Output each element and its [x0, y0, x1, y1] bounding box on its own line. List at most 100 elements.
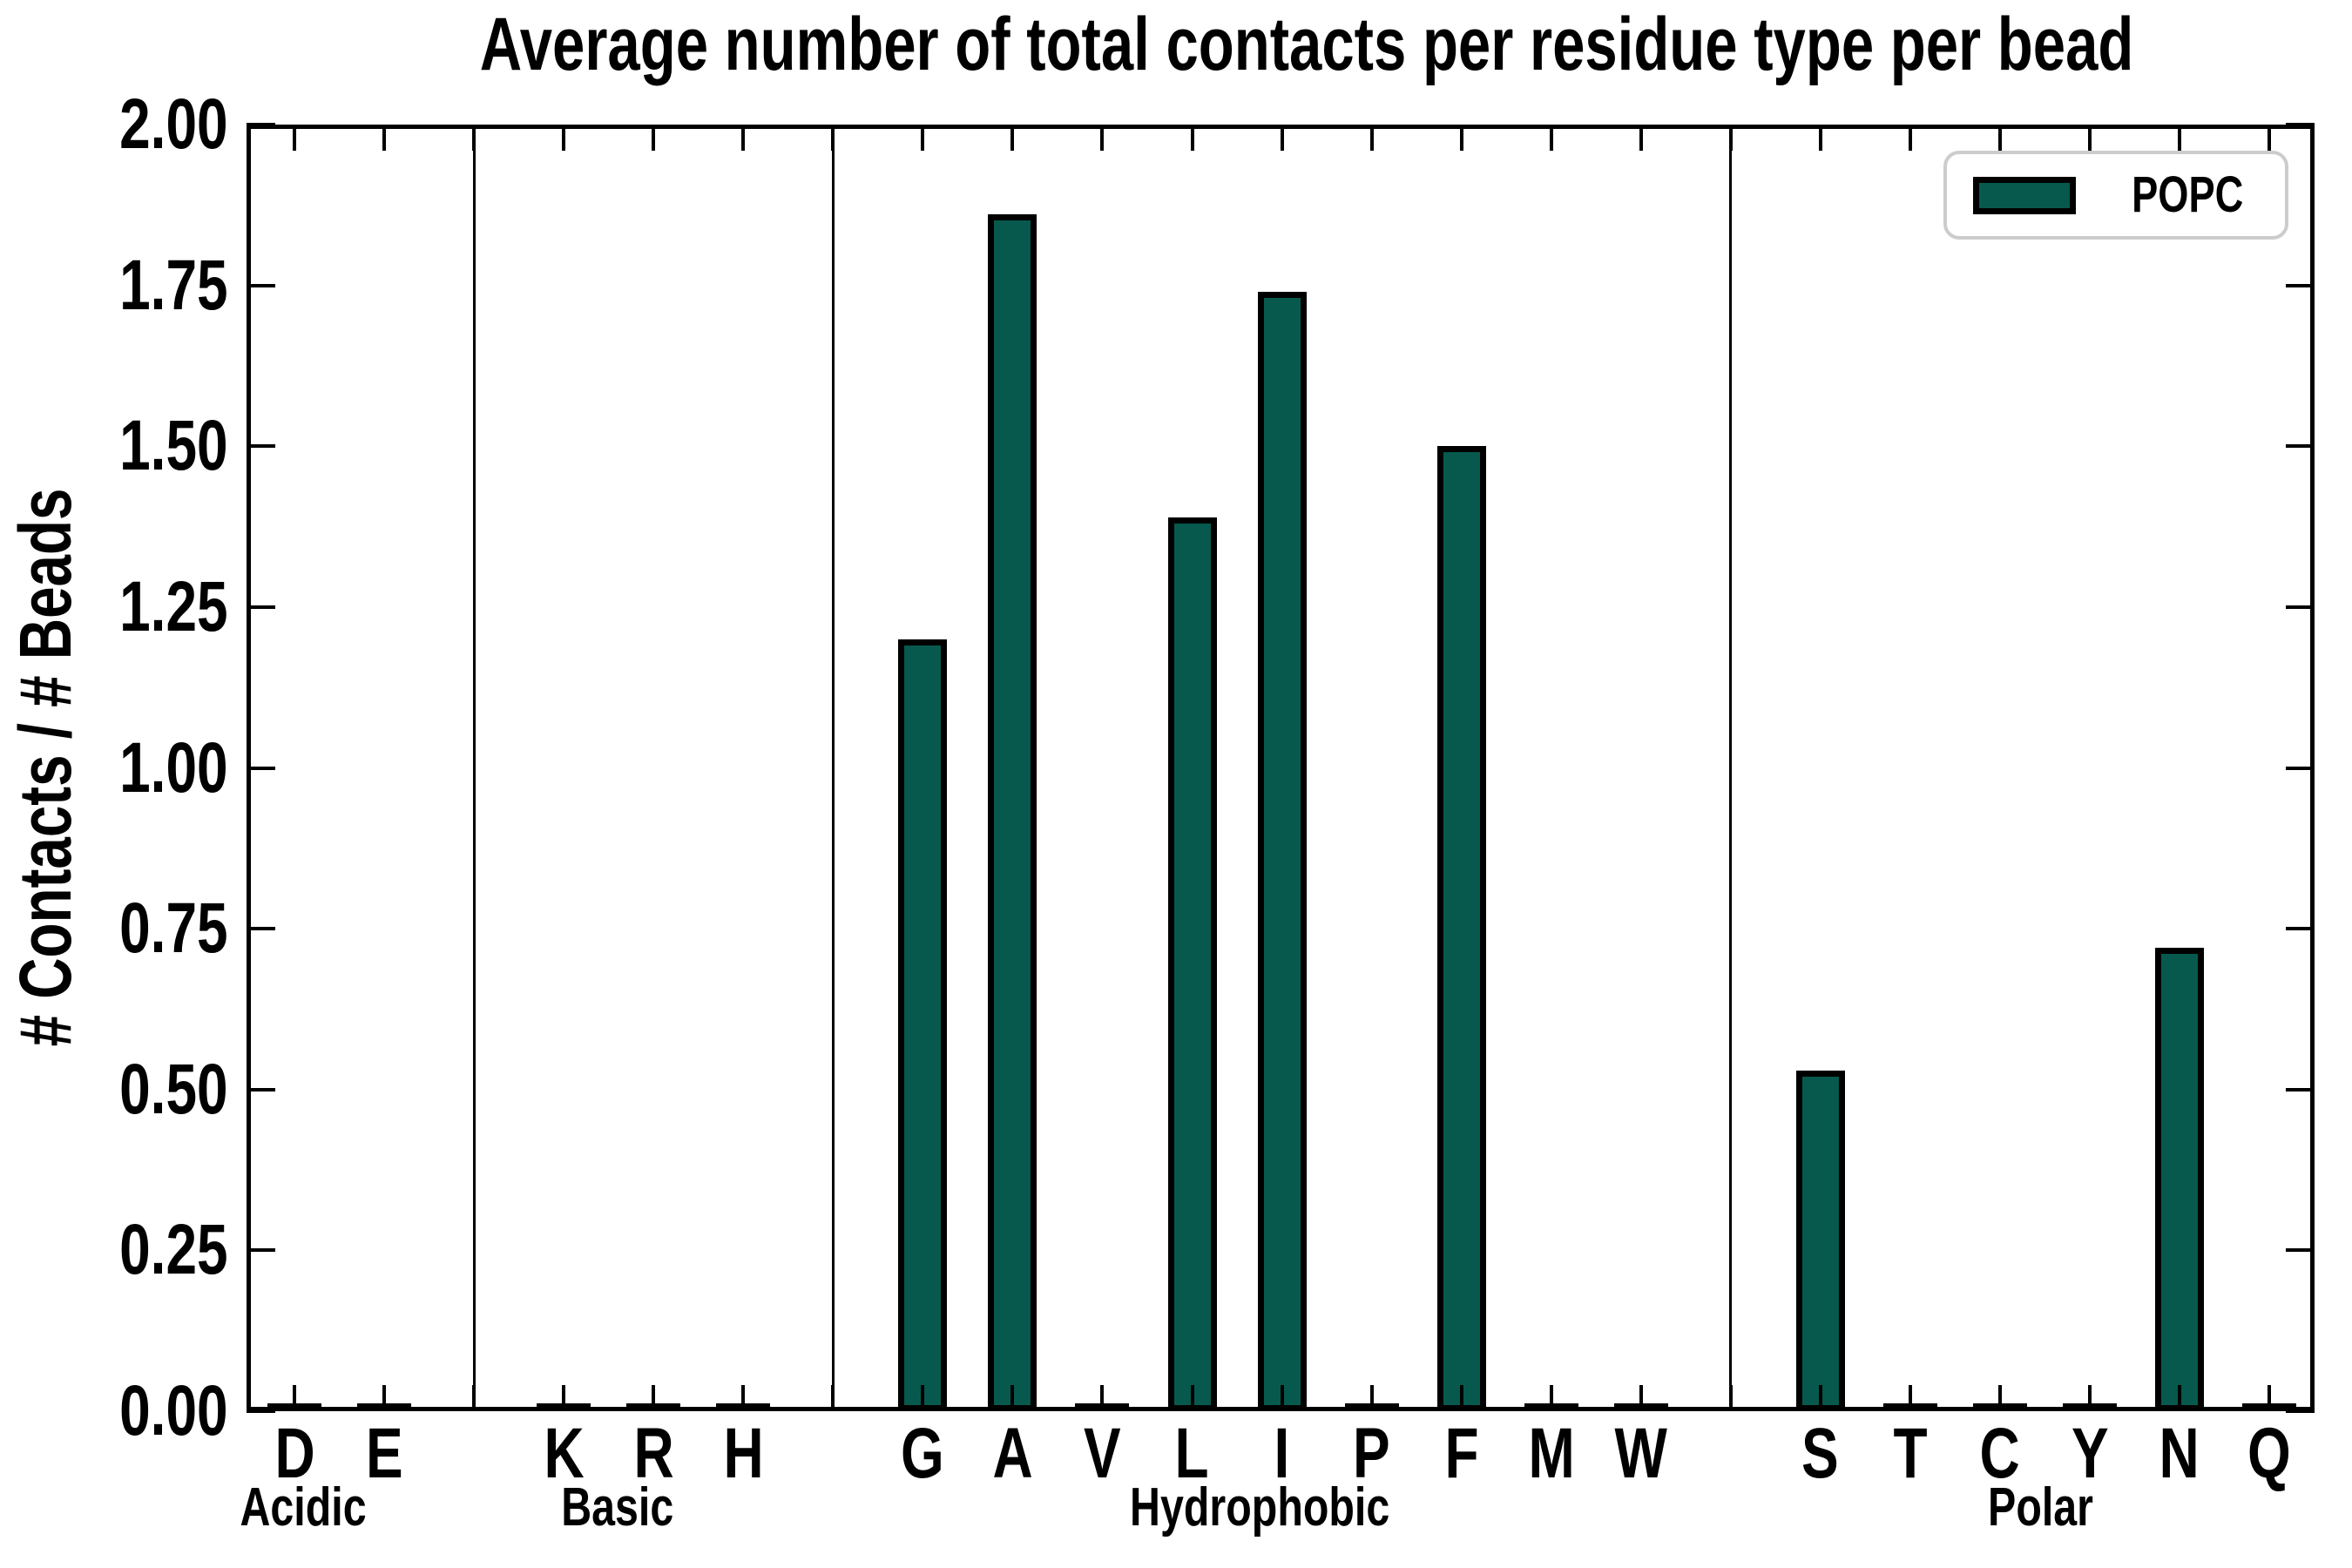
bar-I [1257, 292, 1307, 1411]
x-tick-label-I: I [1193, 1418, 1372, 1490]
y-tick-label-text: 0.25 [119, 1210, 228, 1290]
x-tick-bottom [293, 1385, 297, 1411]
x-tick-bottom [1997, 1385, 2002, 1411]
y-tick-left [247, 1087, 275, 1092]
x-tick-bottom [2267, 1385, 2271, 1411]
x-tick-label-text: V [1084, 1414, 1121, 1493]
group-divider [472, 125, 476, 1411]
x-tick-top [382, 125, 387, 151]
group-divider [831, 125, 835, 1411]
group-label-hydrophobic: Hydrophobic [1085, 1481, 1434, 1535]
x-tick-top [1100, 125, 1105, 151]
y-tick-label-1.50: 1.50 [0, 410, 228, 482]
y-tick-label-text: 0.00 [119, 1371, 228, 1450]
x-tick-top [1997, 125, 2002, 151]
y-tick-right [2286, 605, 2315, 609]
x-tick-top [652, 125, 656, 151]
x-tick-bottom [741, 1385, 746, 1411]
x-tick-bottom [1549, 1385, 1553, 1411]
y-tick-label-text: 1.75 [119, 245, 228, 325]
bar-A [988, 214, 1037, 1411]
y-tick-label-0.50: 0.50 [0, 1053, 228, 1125]
x-tick-label-text: S [1801, 1414, 1840, 1493]
x-tick-top [2267, 125, 2271, 151]
x-tick-top [2177, 125, 2181, 151]
x-tick-label-text: D [274, 1414, 315, 1493]
group-label-text: Acidic [240, 1477, 367, 1538]
x-tick-label-D: D [205, 1418, 384, 1490]
y-tick-left [247, 605, 275, 609]
y-tick-right [2286, 1248, 2315, 1253]
y-tick-right [2286, 927, 2315, 931]
x-tick-label-T: T [1821, 1418, 2000, 1490]
x-tick-bottom [1010, 1385, 1015, 1411]
y-tick-label-1.00: 1.00 [0, 732, 228, 804]
group-divider [1729, 125, 1733, 1411]
x-tick-bottom [2177, 1385, 2181, 1411]
group-label-text: Hydrophobic [1129, 1477, 1389, 1538]
y-tick-label-1.75: 1.75 [0, 245, 228, 325]
x-tick-bottom [1100, 1385, 1105, 1411]
x-tick-bottom [831, 1385, 835, 1411]
x-tick-top [1190, 125, 1194, 151]
x-tick-label-F: F [1372, 1418, 1551, 1490]
y-tick-label-0.25: 0.25 [0, 1214, 228, 1286]
y-tick-left [247, 444, 275, 449]
group-label-polar: Polar [1866, 1481, 2214, 1535]
y-tick-right [2286, 1409, 2315, 1413]
x-tick-label-text: W [1614, 1414, 1667, 1493]
y-tick-left [247, 1248, 275, 1253]
x-tick-label-text: E [365, 1414, 403, 1493]
x-tick-bottom [1280, 1385, 1284, 1411]
legend-label-popc: POPC [2131, 166, 2243, 223]
x-tick-top [1010, 125, 1015, 151]
legend: POPC [1943, 151, 2288, 240]
x-tick-label-text: F [1444, 1414, 1479, 1493]
y-tick-label-0.00: 0.00 [0, 1375, 228, 1447]
x-tick-label-text: M [1528, 1414, 1575, 1493]
bar-L [1167, 517, 1217, 1411]
x-tick-label-L: L [1103, 1418, 1282, 1490]
x-tick-label-A: A [923, 1418, 1102, 1490]
x-tick-label-text: P [1353, 1414, 1390, 1493]
x-tick-label-Q: Q [2180, 1418, 2352, 1490]
x-tick-bottom [921, 1385, 925, 1411]
x-tick-bottom [1639, 1385, 1643, 1411]
x-tick-label-text: G [901, 1414, 945, 1493]
y-tick-right [2286, 283, 2315, 287]
y-tick-right [2286, 123, 2315, 126]
y-tick-left [247, 123, 275, 126]
y-tick-label-text: 2.00 [119, 84, 228, 164]
bar-S [1795, 1070, 1845, 1411]
bar-F [1436, 446, 1486, 1411]
group-label-text: Basic [561, 1477, 674, 1538]
x-tick-top [1549, 125, 1553, 151]
x-tick-bottom [1190, 1385, 1194, 1411]
x-tick-label-Y: Y [2000, 1418, 2180, 1490]
y-tick-label-2.00: 2.00 [0, 89, 228, 160]
x-tick-bottom [1908, 1385, 1912, 1411]
x-tick-top [1280, 125, 1284, 151]
x-tick-bottom [1818, 1385, 1822, 1411]
x-tick-label-text: Y [2071, 1414, 2109, 1493]
x-tick-label-R: R [564, 1418, 743, 1490]
x-tick-top [1818, 125, 1822, 151]
x-tick-top [741, 125, 746, 151]
x-tick-label-H: H [653, 1418, 833, 1490]
legend-swatch-popc [1972, 176, 2076, 214]
y-tick-label-0.75: 0.75 [0, 893, 228, 964]
y-tick-right [2286, 444, 2315, 449]
x-tick-top [921, 125, 925, 151]
x-tick-bottom [382, 1385, 387, 1411]
x-tick-label-M: M [1462, 1418, 1641, 1490]
x-tick-label-text: R [633, 1414, 674, 1493]
x-tick-top [1728, 125, 1733, 151]
x-tick-label-P: P [1282, 1418, 1462, 1490]
x-tick-label-text: A [992, 1414, 1033, 1493]
x-tick-label-text: I [1274, 1414, 1290, 1493]
x-tick-bottom [1728, 1385, 1733, 1411]
chart-title-text: Average number of total contacts per res… [479, 3, 2134, 86]
x-tick-label-S: S [1731, 1418, 1910, 1490]
y-tick-right [2286, 766, 2315, 770]
x-tick-label-text: K [544, 1414, 585, 1493]
